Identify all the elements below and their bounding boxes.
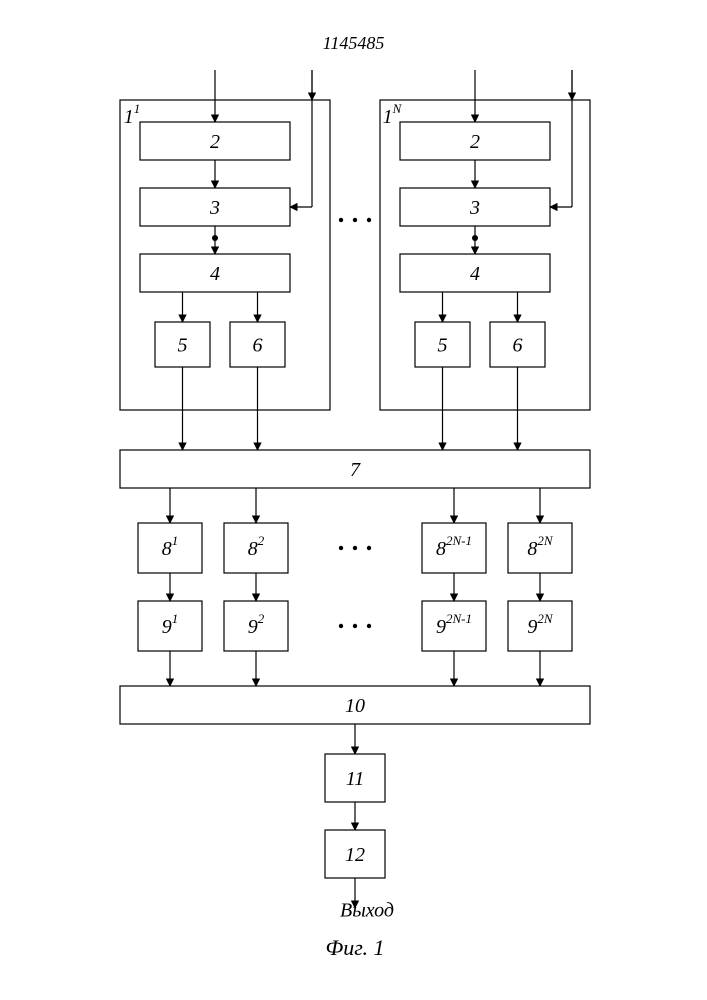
bus10-label: 10: [345, 695, 365, 717]
lbl-12: 12: [345, 844, 365, 866]
output-label: Выход: [340, 900, 394, 922]
page-number: 1145485: [323, 33, 385, 53]
lbl-8-2: 82N-1: [436, 533, 472, 560]
lbl6: 6: [513, 334, 523, 356]
channel-frame: [120, 100, 330, 410]
lbl5: 5: [178, 334, 188, 356]
box-8-3: [508, 523, 572, 573]
box-9-2: [422, 601, 486, 651]
lbl-9-0: 91: [162, 611, 179, 638]
inner-label: 2: [210, 131, 220, 153]
lbl-8-1: 82: [248, 533, 265, 560]
figure-caption: Фиг. 1: [326, 935, 385, 960]
inner-label: 3: [209, 197, 220, 219]
inner-label: 3: [469, 197, 480, 219]
lbl-9-3: 92N: [527, 611, 554, 638]
channel-label: 11: [124, 101, 141, 128]
inner-label: 2: [470, 131, 480, 153]
bus7-label: 7: [350, 459, 361, 481]
lbl6: 6: [253, 334, 263, 356]
box-8-2: [422, 523, 486, 573]
box-9-3: [508, 601, 572, 651]
channel-frame: [380, 100, 590, 410]
lbl-8-0: 81: [162, 533, 179, 560]
lbl-9-1: 92: [248, 611, 265, 638]
inner-label: 4: [470, 263, 480, 285]
lbl-8-3: 82N: [527, 533, 554, 560]
lbl-11: 11: [346, 768, 365, 790]
lbl5: 5: [438, 334, 448, 356]
lbl-9-2: 92N-1: [436, 611, 472, 638]
inner-label: 4: [210, 263, 220, 285]
